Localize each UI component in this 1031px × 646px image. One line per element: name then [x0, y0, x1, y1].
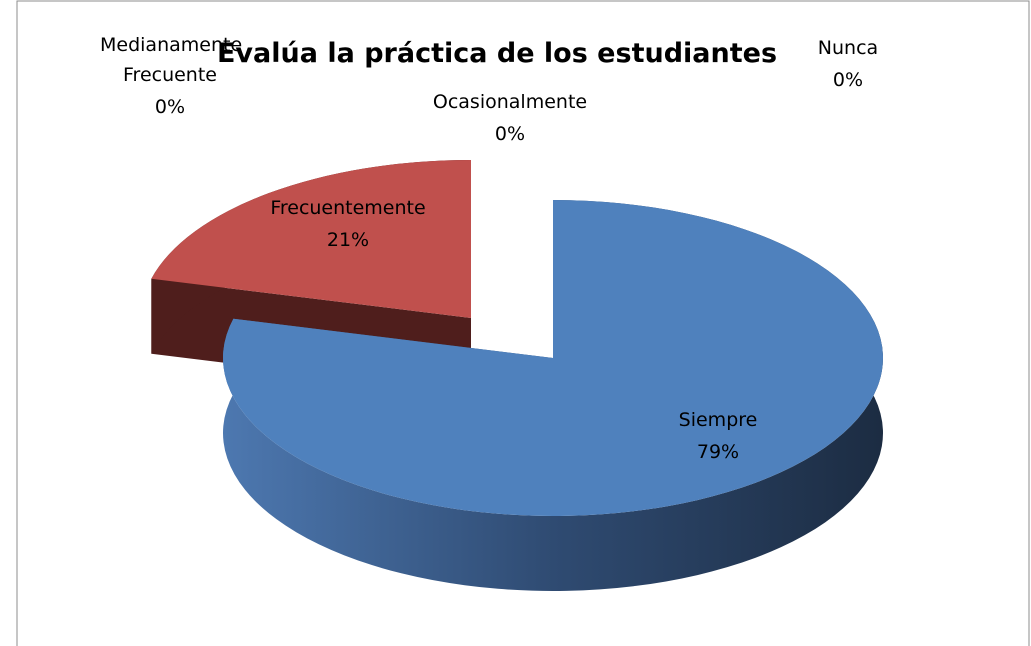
slice	[151, 160, 471, 318]
data-label-value: 21%	[326, 229, 370, 251]
data-label-value: 0%	[494, 123, 526, 145]
data-label-name: Medianamente Frecuente	[100, 34, 243, 86]
data-label-name: Frecuentemente	[270, 197, 426, 219]
slice	[222, 200, 883, 516]
data-label-value: 79%	[696, 441, 740, 463]
chart-border	[16, 0, 1030, 646]
data-label-value: 0%	[832, 69, 864, 91]
chart-title: Evalúa la práctica de los estudiantes	[216, 38, 778, 69]
data-label-value: 0%	[154, 96, 186, 118]
data-label-name: Nunca	[817, 37, 879, 59]
data-label-name: Ocasionalmente	[432, 91, 588, 113]
data-label-name: Siempre	[678, 409, 758, 431]
